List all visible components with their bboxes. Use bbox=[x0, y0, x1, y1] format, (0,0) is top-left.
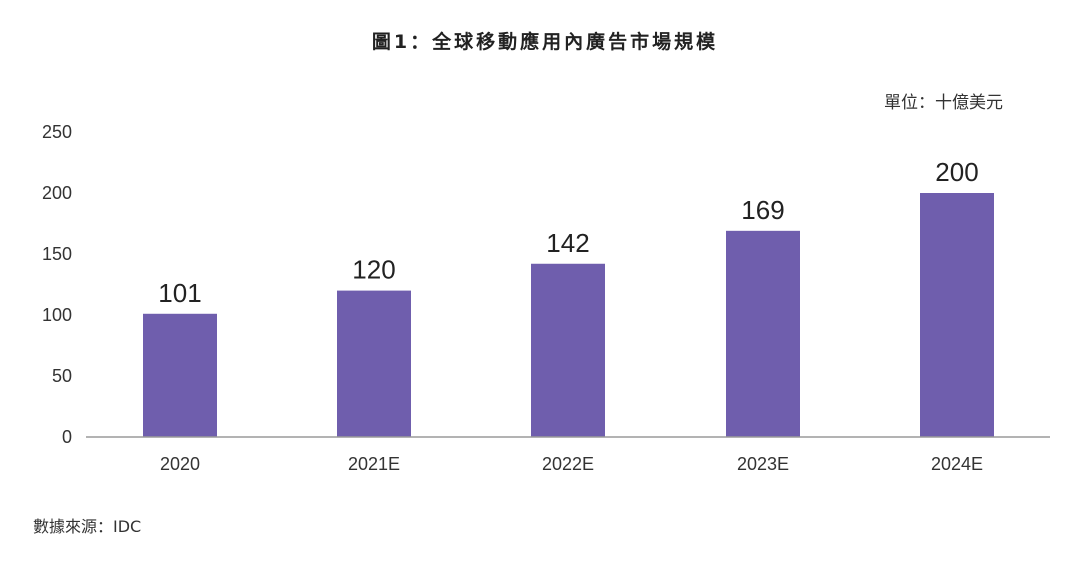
y-axis-ticks: 0 50 100 150 200 250 bbox=[42, 122, 72, 447]
x-tick-label: 2024E bbox=[931, 454, 983, 474]
bar-2021e bbox=[337, 290, 411, 437]
data-labels: 101 120 142 169 200 bbox=[158, 157, 978, 308]
y-tick-label: 250 bbox=[42, 122, 72, 142]
bar-value-label: 169 bbox=[741, 195, 784, 225]
source-label: 數據來源：IDC bbox=[33, 517, 141, 536]
bar-value-label: 120 bbox=[352, 255, 395, 285]
chart-title: 圖1：全球移動應用內廣告市場規模 bbox=[372, 30, 718, 53]
bar-value-label: 200 bbox=[935, 157, 978, 187]
y-tick-label: 50 bbox=[52, 366, 72, 386]
x-tick-label: 2020 bbox=[160, 454, 200, 474]
x-tick-label: 2021E bbox=[348, 454, 400, 474]
x-axis-ticks: 2020 2021E 2022E 2023E 2024E bbox=[160, 454, 983, 474]
bar-2022e bbox=[531, 263, 605, 437]
y-tick-label: 100 bbox=[42, 305, 72, 325]
x-tick-label: 2022E bbox=[542, 454, 594, 474]
bars bbox=[143, 193, 994, 437]
bar-2023e bbox=[726, 230, 800, 437]
y-tick-label: 150 bbox=[42, 244, 72, 264]
bar-value-label: 101 bbox=[158, 278, 201, 308]
bar-value-label: 142 bbox=[546, 228, 589, 258]
y-tick-label: 200 bbox=[42, 183, 72, 203]
bar-2024e bbox=[920, 193, 994, 437]
bar-2020 bbox=[143, 313, 217, 437]
x-tick-label: 2023E bbox=[737, 454, 789, 474]
unit-label: 單位：十億美元 bbox=[884, 93, 1003, 113]
y-tick-label: 0 bbox=[62, 427, 72, 447]
